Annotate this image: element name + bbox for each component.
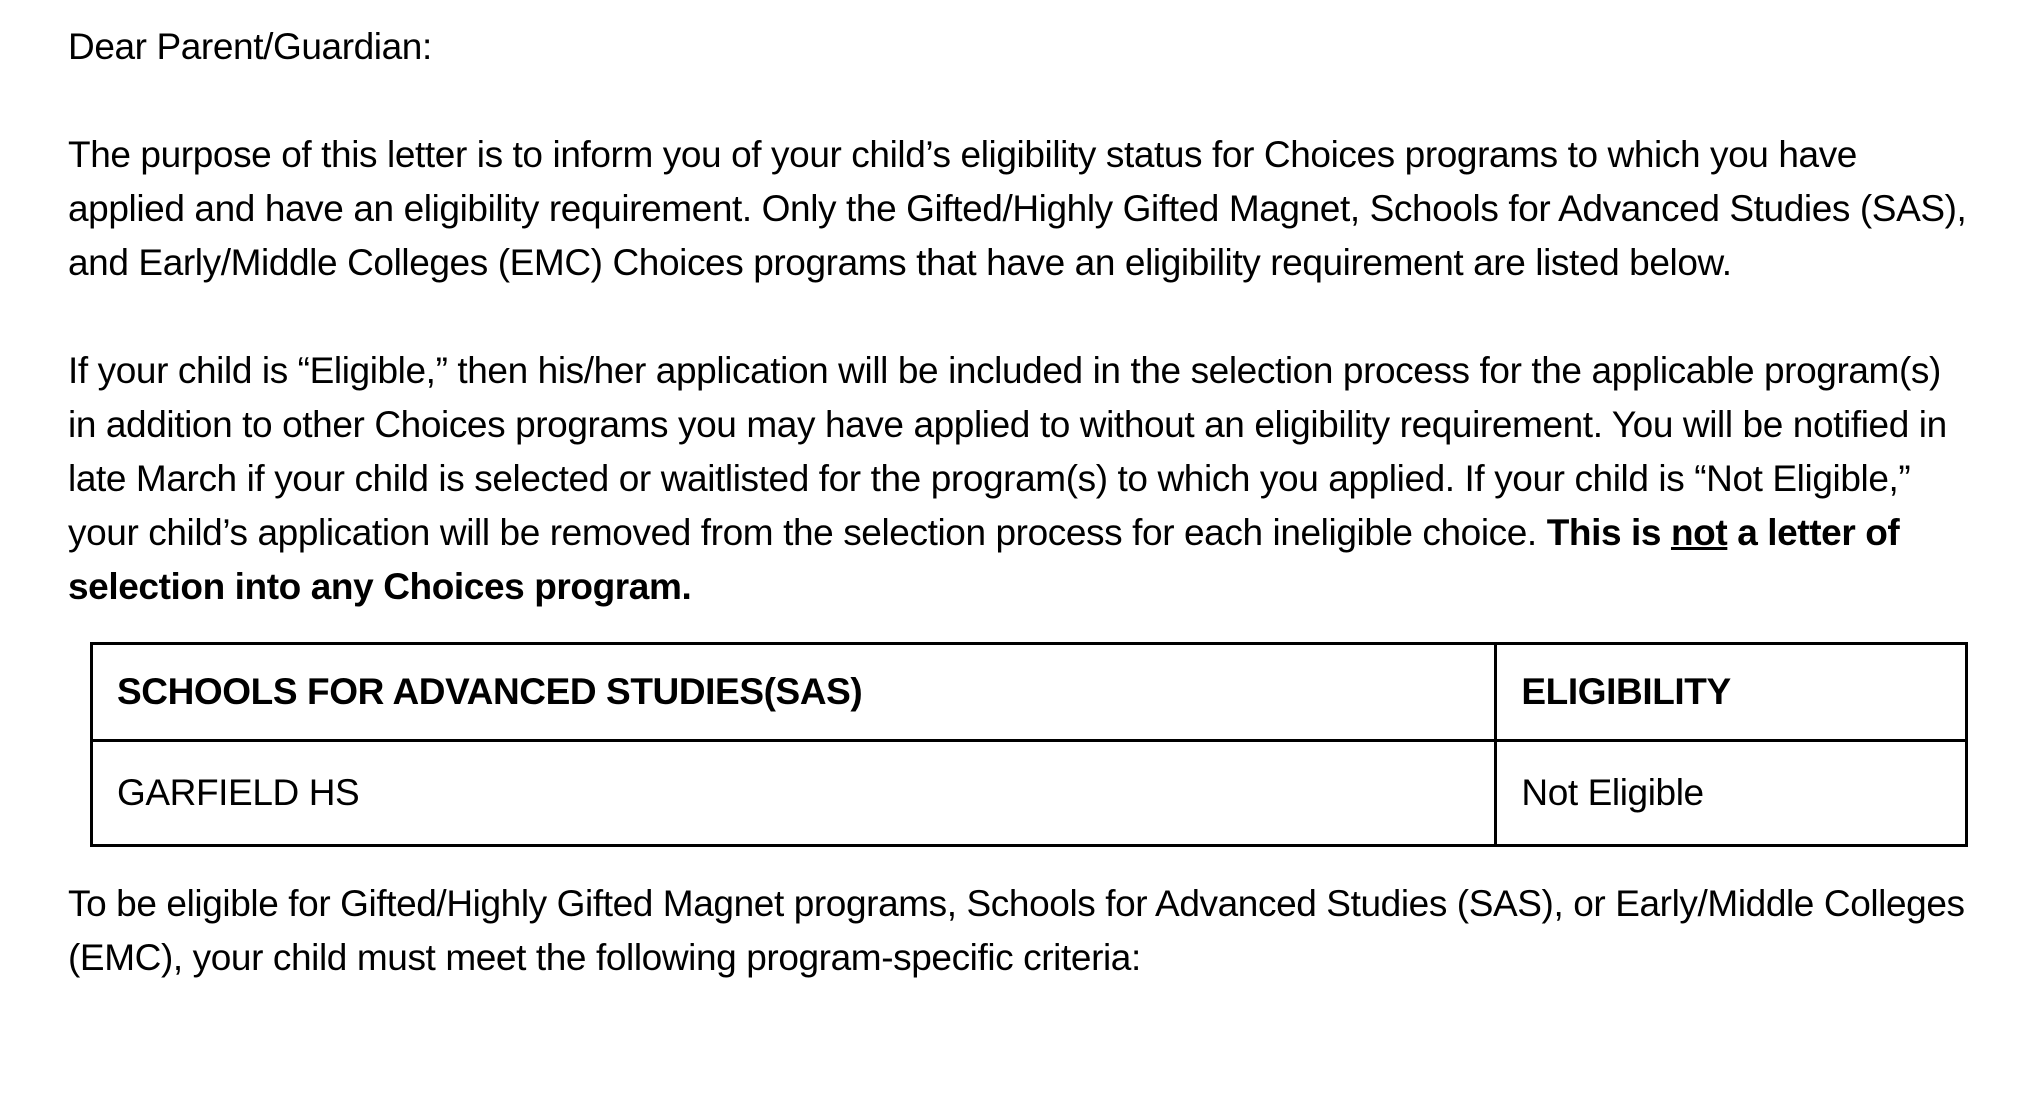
table-header-row: SCHOOLS FOR ADVANCED STUDIES(SAS) ELIGIB… — [89, 642, 1968, 742]
table-header-program: SCHOOLS FOR ADVANCED STUDIES(SAS) — [89, 642, 1498, 742]
table-header-eligibility: ELIGIBILITY — [1494, 642, 1968, 742]
salutation: Dear Parent/Guardian: — [68, 26, 432, 67]
cell-school-name: GARFIELD HS — [89, 739, 1498, 847]
paragraph-criteria-intro: To be eligible for Gifted/Highly Gifted … — [68, 883, 1965, 978]
cell-eligibility-status: Not Eligible — [1494, 739, 1968, 847]
table-row: GARFIELD HS Not Eligible — [89, 739, 1968, 847]
paragraph-eligibility-explanation: If your child is “Eligible,” then his/he… — [68, 350, 1947, 607]
eligibility-table: SCHOOLS FOR ADVANCED STUDIES(SAS) ELIGIB… — [89, 642, 1968, 847]
paragraph-intro: The purpose of this letter is to inform … — [68, 134, 1967, 283]
